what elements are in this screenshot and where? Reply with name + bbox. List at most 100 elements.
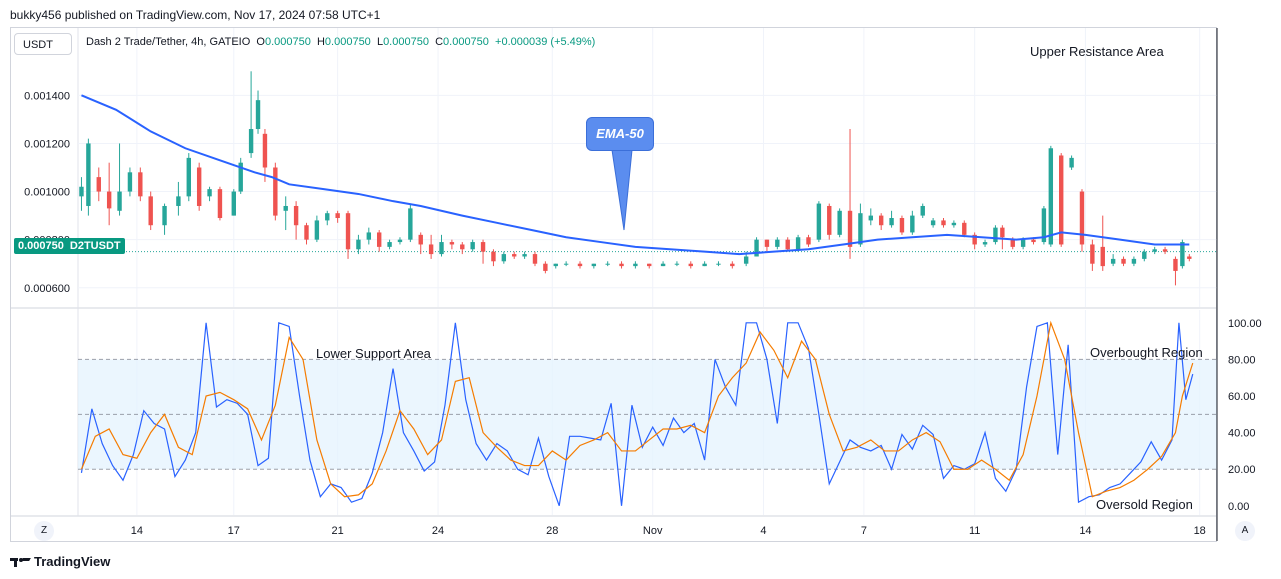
candle-body <box>754 239 759 257</box>
time-tick-label: 4 <box>760 525 766 537</box>
candle-body <box>418 234 423 245</box>
candle-body <box>1100 246 1105 267</box>
candle-body <box>186 157 191 197</box>
candle-body <box>1069 157 1074 168</box>
candle-body <box>1180 242 1185 267</box>
candle-body <box>470 242 475 250</box>
candle-body <box>962 222 967 235</box>
candle-body <box>480 242 486 252</box>
time-tick-label: 21 <box>332 525 344 537</box>
candle-body <box>827 205 832 235</box>
stoch-tick-label: 40.00 <box>1228 428 1256 440</box>
candle-body <box>314 220 320 240</box>
candle-body <box>764 239 770 247</box>
time-tick-label: 24 <box>432 525 444 537</box>
candle-body <box>1110 258 1116 264</box>
candle-body <box>785 239 790 250</box>
legend-symbol: Dash 2 Trade/Tether, 4h, GATEIO <box>86 36 251 48</box>
candle-body <box>1059 155 1064 245</box>
candle-body <box>1162 249 1168 252</box>
candle-body <box>702 263 707 267</box>
time-tick-label: 14 <box>131 525 143 537</box>
candle-body <box>345 213 351 250</box>
candle-body <box>1090 244 1095 264</box>
candle-body <box>930 220 936 226</box>
symbol-legend: Dash 2 Trade/Tether, 4h, GATEIO O0.00075… <box>86 36 595 48</box>
last-price-tag: 0.000750 D2TUSDT <box>14 238 125 254</box>
candle-body <box>1173 258 1178 271</box>
ema-callout: EMA-50 <box>586 117 654 151</box>
price-tick-label: 0.001200 <box>24 138 70 150</box>
legend-low: 0.000750 <box>383 36 429 48</box>
candle-body <box>79 186 84 197</box>
candle-body <box>1020 239 1026 247</box>
candle-body <box>96 177 101 192</box>
candle-body <box>553 263 558 267</box>
candle-body <box>1041 208 1047 243</box>
candle-body <box>920 205 925 216</box>
candle-body <box>1131 258 1137 264</box>
candle-body <box>1010 239 1015 247</box>
candle-body <box>127 172 133 192</box>
stoch-tick-label: 60.00 <box>1228 391 1256 403</box>
stoch-tick-label: 80.00 <box>1228 354 1256 366</box>
candle-body <box>910 215 915 233</box>
candle-body <box>231 191 236 216</box>
candle-body <box>878 215 884 226</box>
overbought-label: Overbought Region <box>1090 345 1203 360</box>
candle-body <box>376 232 382 247</box>
price-tick-label: 0.001000 <box>24 187 70 199</box>
candle-body <box>86 143 91 206</box>
time-tick-label: 17 <box>228 525 240 537</box>
ema-callout-pointer <box>611 149 633 231</box>
candle-body <box>868 215 873 221</box>
candle-body <box>816 203 822 240</box>
candle-body <box>255 100 261 130</box>
auto-scale-button[interactable]: A <box>1235 521 1255 541</box>
candle-body <box>248 129 254 154</box>
candle-body <box>501 254 507 262</box>
zoom-button[interactable]: Z <box>34 521 54 541</box>
time-tick-label: 11 <box>969 525 980 537</box>
candle-body <box>325 213 330 221</box>
candle-body <box>196 167 202 206</box>
stoch-k-line <box>80 321 1194 507</box>
currency-selector[interactable]: USDT <box>14 33 72 55</box>
ema-50-line <box>81 94 1190 256</box>
stoch-tick-label: 20.00 <box>1228 464 1256 476</box>
candle-body <box>1121 258 1126 264</box>
candle-body <box>1142 251 1147 259</box>
candle-body <box>795 237 801 250</box>
candle-body <box>397 239 403 243</box>
candle-body <box>262 133 268 168</box>
legend-h-label: H <box>316 36 325 48</box>
candle-body <box>512 254 517 257</box>
candle-body <box>1048 148 1054 245</box>
last-price-value: 0.000750 <box>18 240 64 252</box>
stoch-tick-label: 100.00 <box>1228 318 1262 330</box>
candle-body <box>806 237 811 245</box>
tradingview-brand[interactable]: TradingView <box>10 554 110 569</box>
time-tick-label: 28 <box>546 525 558 537</box>
candle-body <box>1000 227 1005 238</box>
candle-body <box>449 242 455 245</box>
candle-body <box>837 210 842 235</box>
legend-change: +0.000039 (+5.49%) <box>495 36 596 48</box>
time-tick-label: 18 <box>1194 525 1206 537</box>
candle-body <box>238 162 243 192</box>
candle-body <box>304 225 309 240</box>
candle-body <box>688 263 693 267</box>
candle-body <box>138 172 143 197</box>
candle-body <box>563 263 569 265</box>
candle-body <box>283 205 288 211</box>
candle-body <box>743 256 749 264</box>
legend-l-label: L <box>376 36 384 48</box>
price-tick-label: 0.001400 <box>24 90 70 102</box>
candle-body <box>619 263 624 267</box>
candle-body <box>858 213 863 245</box>
time-tick-label: 14 <box>1079 525 1091 537</box>
candle-body <box>889 218 894 226</box>
time-tick-label: 7 <box>861 525 867 537</box>
candle-body <box>460 244 465 250</box>
